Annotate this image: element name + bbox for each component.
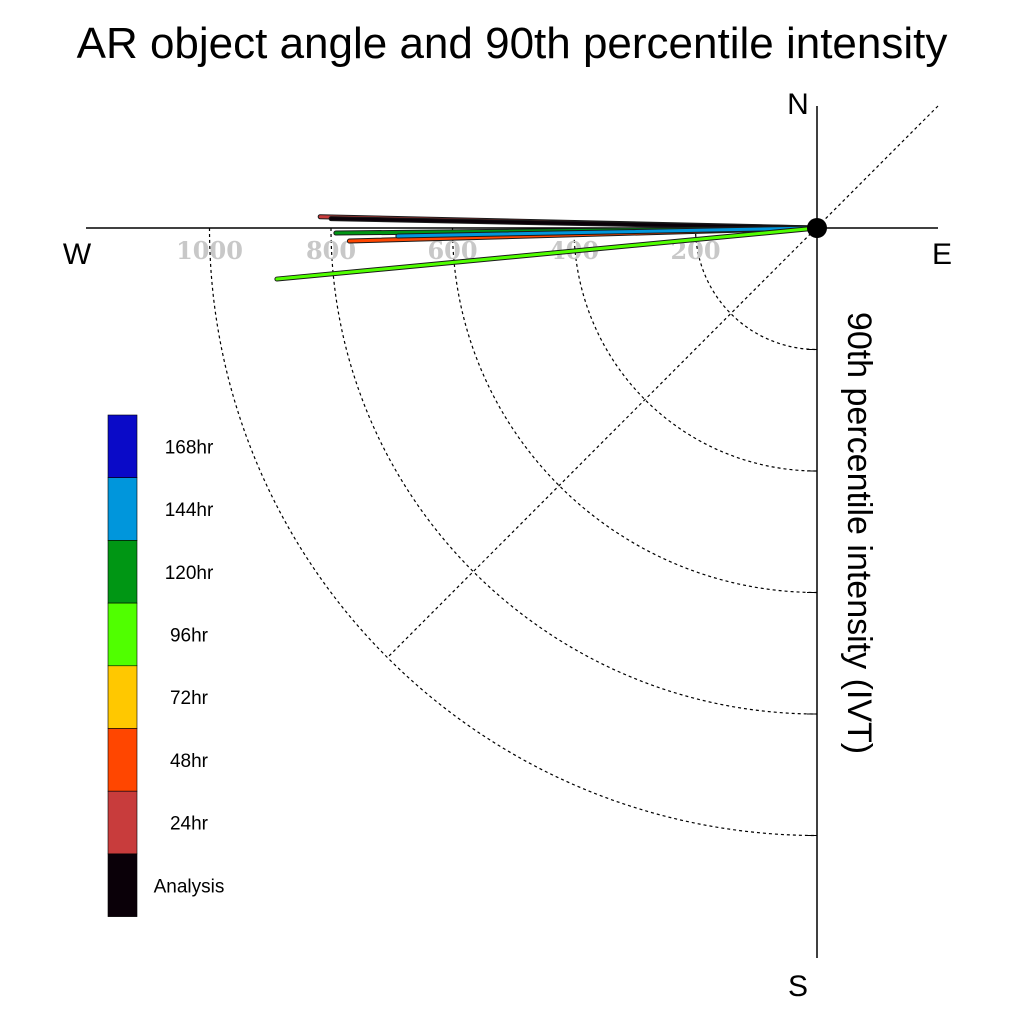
grid-arc-4 — [208, 227, 818, 837]
legend-swatch-2 — [107, 540, 138, 604]
east-label: E — [932, 238, 952, 271]
radial-axis-label: 90th percentile intensity (IVT) — [840, 312, 878, 754]
series-vectors — [274, 214, 820, 282]
vector-144hr — [396, 226, 819, 238]
radial-tick-label-4: 1000 — [176, 236, 243, 265]
legend-swatch-1 — [107, 477, 138, 541]
legend-swatch-4 — [107, 665, 138, 729]
vector-96hr — [275, 226, 819, 281]
legend-swatch-3 — [107, 602, 138, 667]
legend: 168hr 144hr 120hr 96hr 72hr 48hr 24hr Analysis — [107, 414, 225, 917]
grid-arc-2 — [451, 227, 818, 594]
legend-label-4: 72hr — [170, 688, 209, 709]
grid-arc-0 — [694, 227, 818, 351]
legend-label-2: 120hr — [165, 563, 214, 584]
north-label: N — [787, 88, 809, 121]
grid — [208, 105, 939, 837]
legend-label-6: 24hr — [170, 814, 209, 835]
legend-label-5: 48hr — [170, 751, 209, 772]
diagonal-reference-line — [387, 105, 939, 658]
legend-label-0: 168hr — [165, 437, 214, 458]
origin-marker — [807, 218, 827, 238]
grid-arc-1 — [573, 227, 818, 472]
legend-label-3: 96hr — [170, 625, 209, 646]
legend-label-7: Analysis — [154, 876, 225, 897]
south-label: S — [788, 970, 808, 1003]
legend-swatch-6 — [107, 790, 138, 855]
legend-swatch-5 — [107, 728, 138, 792]
legend-swatch-0 — [107, 414, 138, 479]
chart-title: AR object angle and 90th percentile inte… — [77, 19, 948, 68]
west-label: W — [63, 238, 92, 271]
grid-arc-3 — [330, 227, 818, 715]
legend-label-1: 144hr — [165, 500, 214, 521]
legend-swatch-7 — [107, 853, 138, 917]
